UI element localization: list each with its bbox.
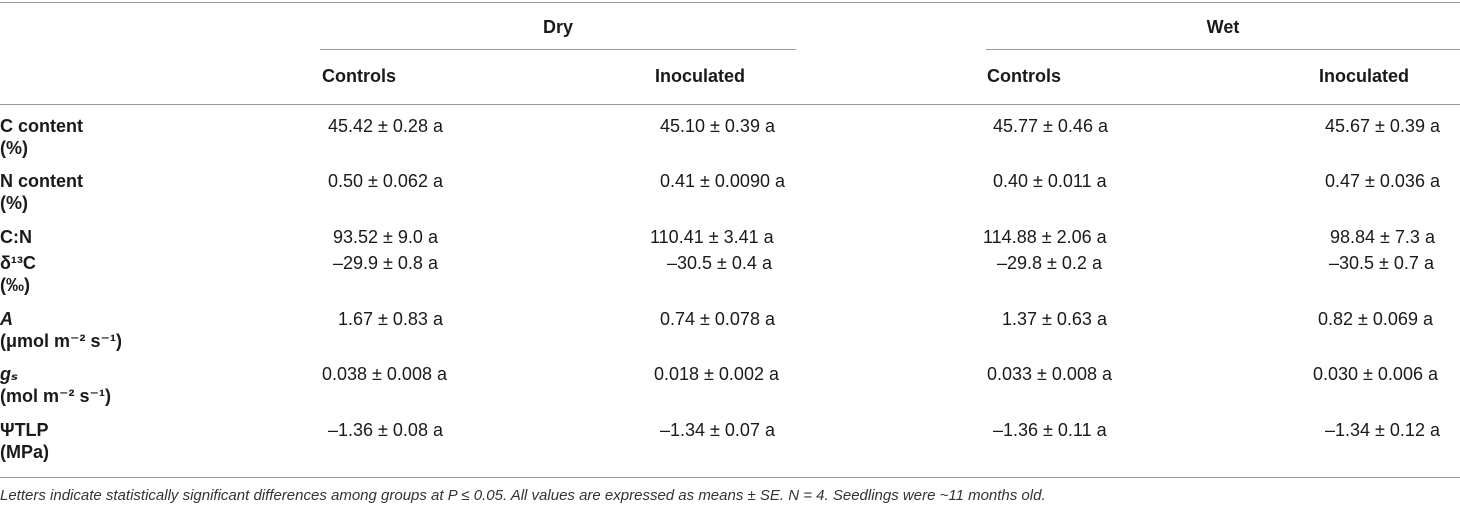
row-label-c-n-ratio: C:N bbox=[0, 226, 32, 248]
table-cell: 1.37 ± 0.63 a bbox=[1002, 309, 1107, 329]
row-label-main: δ¹³C bbox=[0, 253, 36, 273]
table-cell: 110.41 ± 3.41 a bbox=[650, 227, 774, 247]
row-label-main: C content bbox=[0, 116, 83, 136]
subcol-header-dry-inoculated: Inoculated bbox=[655, 66, 746, 86]
table-cell: 0.50 ± 0.062 a bbox=[328, 171, 443, 191]
table-cell: –1.36 ± 0.08 a bbox=[328, 420, 443, 440]
row-label-main: A bbox=[0, 309, 13, 329]
row-label-psi-tlp: ΨTLP (MPa) bbox=[0, 419, 49, 463]
table-cell: 0.82 ± 0.069 a bbox=[1318, 309, 1433, 329]
table-cell: 98.84 ± 7.3 a bbox=[1330, 227, 1435, 247]
table-cell: 45.67 ± 0.39 a bbox=[1325, 116, 1440, 136]
group-header-wet: Wet bbox=[1206, 17, 1240, 37]
table-cell: –30.5 ± 0.7 a bbox=[1329, 253, 1434, 273]
row-label-unit: (‰) bbox=[0, 275, 30, 295]
table-cell: –1.34 ± 0.07 a bbox=[660, 420, 775, 440]
table-cell: 0.033 ± 0.008 a bbox=[987, 364, 1112, 384]
table-cell: –1.36 ± 0.11 a bbox=[993, 420, 1107, 440]
table-cell: 0.018 ± 0.002 a bbox=[654, 364, 779, 384]
row-label-unit: (%) bbox=[0, 193, 28, 213]
table-bottom-rule bbox=[0, 477, 1460, 478]
table-cell: 45.10 ± 0.39 a bbox=[660, 116, 775, 136]
row-label-unit: (MPa) bbox=[0, 442, 49, 462]
table-cell: 0.47 ± 0.036 a bbox=[1325, 171, 1440, 191]
row-label-main: N content bbox=[0, 171, 83, 191]
subcol-header-dry-controls: Controls bbox=[322, 66, 396, 86]
row-label-unit: (mol m⁻² s⁻¹) bbox=[0, 386, 111, 406]
table-cell: –30.5 ± 0.4 a bbox=[667, 253, 772, 273]
table-top-rule bbox=[0, 2, 1460, 3]
row-label-n-content: N content (%) bbox=[0, 170, 83, 214]
row-label-c-content: C content (%) bbox=[0, 115, 83, 159]
row-label-main: C:N bbox=[0, 227, 32, 247]
row-label-unit: (%) bbox=[0, 138, 28, 158]
table-cell: 93.52 ± 9.0 a bbox=[333, 227, 438, 247]
wet-group-underline bbox=[986, 49, 1460, 50]
table-cell: 0.030 ± 0.006 a bbox=[1313, 364, 1438, 384]
dry-group-underline bbox=[320, 49, 796, 50]
table-cell: 0.74 ± 0.078 a bbox=[660, 309, 775, 329]
subcol-header-wet-inoculated: Inoculated bbox=[1319, 66, 1410, 86]
table-cell: 0.038 ± 0.008 a bbox=[322, 364, 447, 384]
table-footnote: Letters indicate statistically significa… bbox=[0, 487, 1046, 504]
table-cell: 114.88 ± 2.06 a bbox=[983, 227, 1107, 247]
table-cell: 0.40 ± 0.011 a bbox=[993, 171, 1107, 191]
group-header-dry: Dry bbox=[542, 17, 573, 37]
table-cell: 0.41 ± 0.0090 a bbox=[660, 171, 785, 191]
row-label-conductance-gs: gₛ (mol m⁻² s⁻¹) bbox=[0, 363, 111, 407]
table-cell: –29.9 ± 0.8 a bbox=[333, 253, 438, 273]
row-label-main: gₛ bbox=[0, 364, 18, 384]
table-cell: 45.42 ± 0.28 a bbox=[328, 116, 443, 136]
table-cell: –29.8 ± 0.2 a bbox=[997, 253, 1102, 273]
row-label-assimilation-a: A (μmol m⁻² s⁻¹) bbox=[0, 308, 122, 352]
header-bottom-rule bbox=[0, 104, 1460, 105]
row-label-delta-13c: δ¹³C (‰) bbox=[0, 252, 36, 296]
row-label-main: ΨTLP bbox=[0, 420, 49, 440]
table-cell: 1.67 ± 0.83 a bbox=[338, 309, 443, 329]
table-cell: –1.34 ± 0.12 a bbox=[1325, 420, 1440, 440]
row-label-unit: (μmol m⁻² s⁻¹) bbox=[0, 331, 123, 351]
table-cell: 45.77 ± 0.46 a bbox=[993, 116, 1108, 136]
subcol-header-wet-controls: Controls bbox=[987, 66, 1061, 86]
